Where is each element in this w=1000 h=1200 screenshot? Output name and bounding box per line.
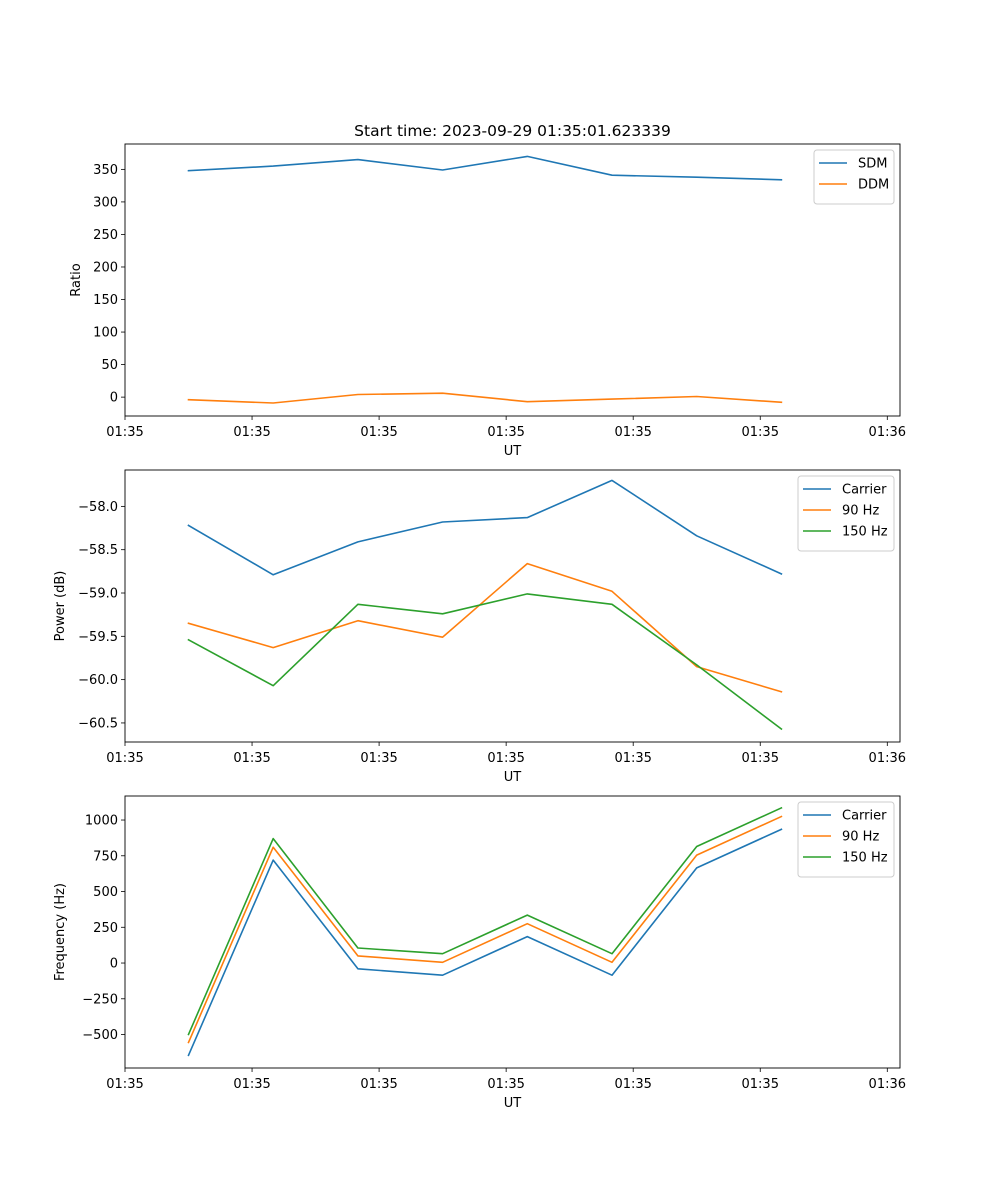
y-tick-label: 200: [93, 260, 118, 275]
y-tick-label: 0: [110, 957, 118, 972]
x-tick-label: 01:35: [487, 425, 524, 440]
series-line-carrier: [187, 828, 783, 1057]
legend-box: [797, 801, 895, 878]
x-tick-label: 01:36: [869, 1077, 906, 1092]
x-tick-label: 01:35: [360, 1077, 397, 1092]
y-tick-label: −60.0: [78, 673, 118, 688]
y-tick-label: 1000: [85, 814, 118, 829]
y-tick-label: 300: [93, 195, 118, 210]
y-tick-label: −60.5: [78, 716, 118, 731]
x-tick-label: 01:35: [106, 425, 143, 440]
x-tick-label: 01:35: [742, 1077, 779, 1092]
series-line-sdm: [187, 155, 783, 181]
y-tick-label: 250: [93, 228, 118, 243]
y-tick-label: −59.5: [78, 630, 118, 645]
y-tick-label: −250: [82, 992, 118, 1007]
y-tick-label: 150: [93, 293, 118, 308]
chart-panel-3: −500 −250 0 250 500 750 1000 01:35 01:35 01:35 01:…: [53, 795, 906, 1111]
legend: Carrier 90 Hz 150 Hz: [797, 801, 895, 878]
x-tick-label: 01:35: [487, 751, 524, 766]
legend-label: 150 Hz: [842, 525, 888, 540]
y-tick-label: −58.0: [78, 500, 118, 515]
legend-label: Carrier: [842, 483, 887, 498]
y-tick-label: 0: [110, 391, 118, 406]
x-tick-label: 01:35: [233, 751, 270, 766]
y-tick-label: −59.0: [78, 587, 118, 602]
y-tick-label: −58.5: [78, 543, 118, 558]
legend-label: SDM: [858, 157, 887, 172]
series-line-150-hz: [187, 806, 783, 1036]
y-tick-label: −500: [82, 1028, 118, 1043]
legend: SDM DDM: [813, 149, 895, 205]
y-tick-label: 500: [93, 885, 118, 900]
chart-title: Start time: 2023-09-29 01:35:01.623339: [354, 122, 671, 140]
legend-label: 90 Hz: [842, 504, 879, 519]
y-tick-label: 350: [93, 163, 118, 178]
x-tick-label: 01:35: [106, 751, 143, 766]
axes-frame: [124, 795, 901, 1069]
x-tick-label: 01:35: [233, 1077, 270, 1092]
x-tick-label: 01:35: [614, 751, 651, 766]
x-tick-label: 01:36: [869, 425, 906, 440]
x-tick-label: 01:35: [614, 1077, 651, 1092]
legend: Carrier 90 Hz 150 Hz: [797, 475, 895, 552]
x-axis-label: UT: [504, 770, 522, 785]
legend-label: Carrier: [842, 809, 887, 824]
legend-label: 90 Hz: [842, 830, 879, 845]
x-axis-label: UT: [504, 1096, 522, 1111]
chart-panel-2: −60.5 −60.0 −59.5 −59.0 −58.5 −58.0 01:35 01:35…: [53, 469, 906, 785]
series-line-90-hz: [187, 815, 783, 1044]
legend-label: 150 Hz: [842, 851, 888, 866]
y-tick-label: 750: [93, 849, 118, 864]
y-tick-label: 100: [93, 326, 118, 341]
x-tick-label: 01:35: [742, 751, 779, 766]
x-tick-label: 01:35: [360, 751, 397, 766]
y-axis-label: Power (dB): [53, 571, 68, 642]
series-line-ddm: [187, 392, 783, 404]
axes-frame: [124, 143, 901, 417]
x-axis-label: UT: [504, 444, 522, 459]
legend-label: DDM: [858, 178, 889, 193]
x-tick-label: 01:35: [106, 1077, 143, 1092]
axes-frame: [124, 469, 901, 743]
x-tick-label: 01:35: [614, 425, 651, 440]
y-tick-label: 50: [101, 358, 118, 373]
y-axis-label: Frequency (Hz): [53, 883, 68, 981]
legend-box: [797, 475, 895, 552]
y-axis-label: Ratio: [69, 263, 84, 296]
series-line-150-hz: [187, 593, 783, 731]
series-line-carrier: [187, 479, 783, 576]
x-tick-label: 01:36: [869, 751, 906, 766]
y-tick-label: 250: [93, 921, 118, 936]
x-tick-label: 01:35: [487, 1077, 524, 1092]
x-tick-label: 01:35: [233, 425, 270, 440]
chart-panel-1: 0 50 100 150 200 250 300 350 01:35 01:35 01:35 01:3…: [69, 143, 906, 459]
x-tick-label: 01:35: [360, 425, 397, 440]
x-tick-label: 01:35: [742, 425, 779, 440]
